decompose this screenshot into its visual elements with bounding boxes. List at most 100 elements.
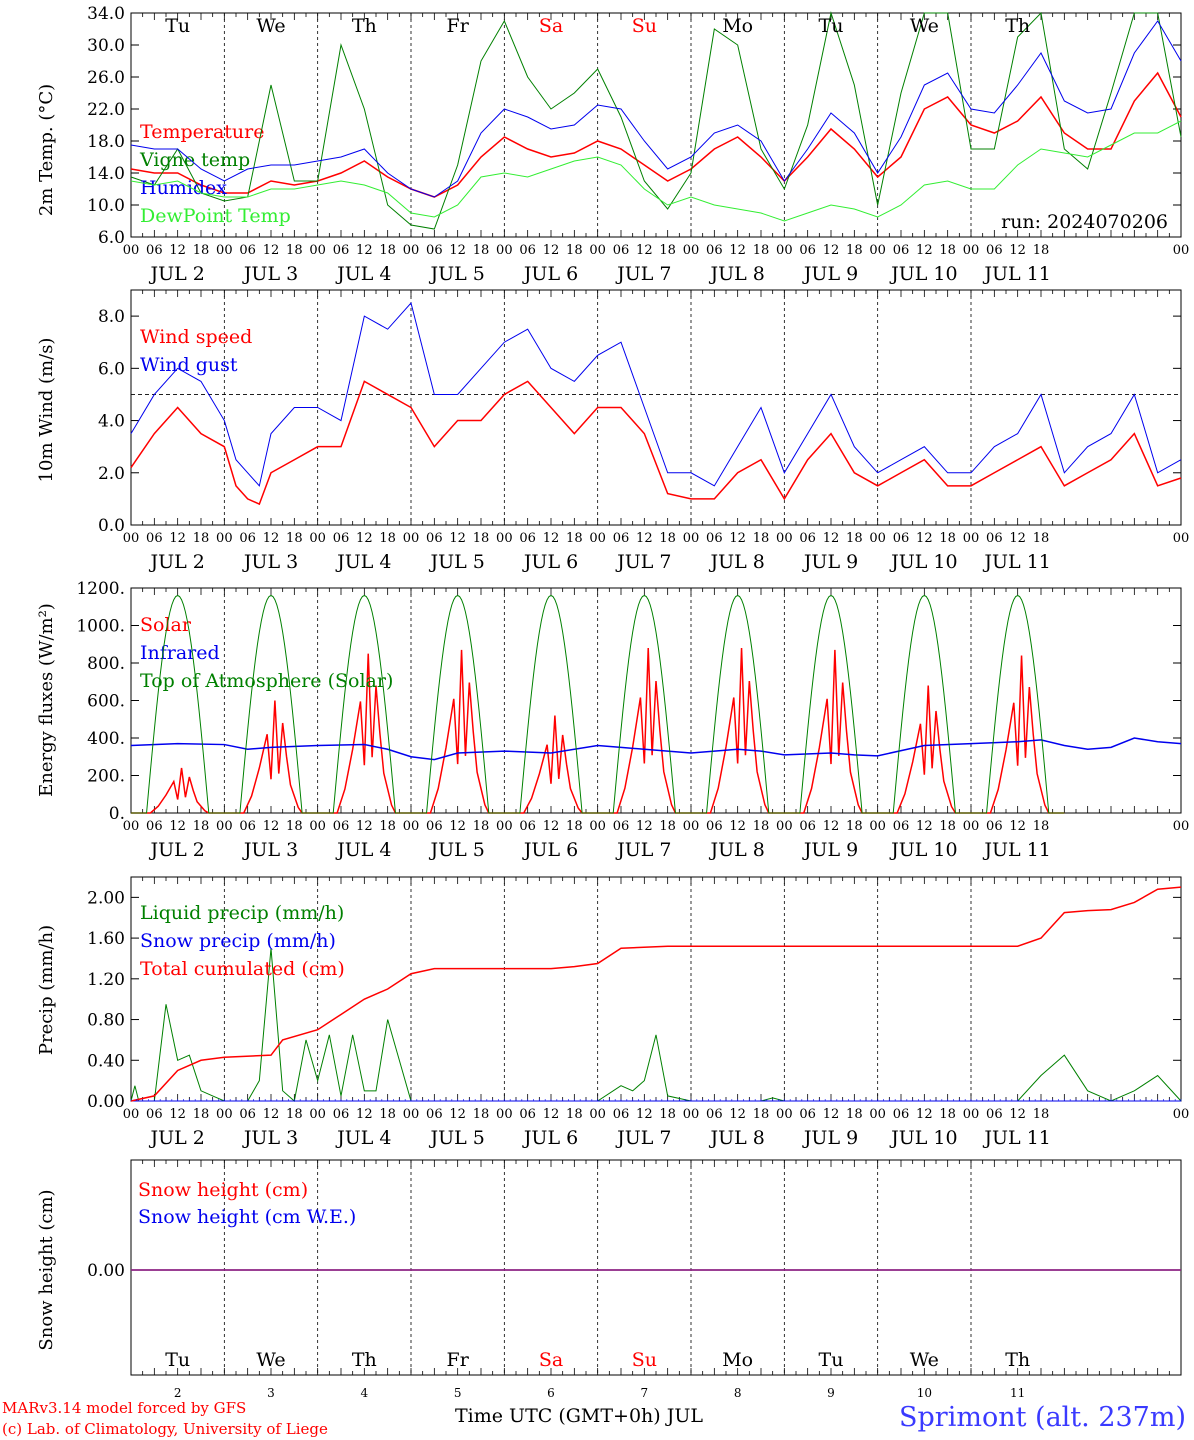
weekday-label: Th (1005, 15, 1030, 37)
run-label: run: 2024070206 (1001, 211, 1168, 233)
hour-tick-label: 00 (403, 531, 420, 546)
hour-tick-label: 12 (636, 1107, 653, 1122)
hour-tick-label: 12 (169, 1107, 186, 1122)
hour-tick-label: 00 (1173, 1107, 1190, 1122)
hour-tick-label: 06 (333, 243, 350, 258)
weekday-label: We (910, 15, 939, 37)
panel-5: 0.00 Snow height (cm) Snow height (cm) Snow… (36, 1159, 1182, 1400)
hour-tick-label: 18 (939, 531, 956, 546)
date-label: JUL 11 (982, 839, 1050, 861)
hour-tick-label: 12 (263, 243, 280, 258)
hour-tick-label: 18 (566, 819, 583, 834)
hour-tick-label: 00 (309, 819, 326, 834)
day-number-label: 5 (454, 1386, 462, 1400)
hour-tick-label: 00 (123, 1107, 140, 1122)
hour-tick-label: 00 (869, 1107, 886, 1122)
hour-tick-label: 06 (146, 531, 163, 546)
hour-tick-label: 12 (263, 819, 280, 834)
hour-tick-label: 06 (519, 1107, 536, 1122)
hour-tick-label: 18 (473, 531, 490, 546)
legend-wind-speed: Wind speed (140, 326, 252, 348)
date-label: JUL 5 (428, 1127, 484, 1149)
weekday-label: Fr (447, 15, 470, 37)
hour-tick-label: 12 (543, 243, 560, 258)
hour-tick-label: 06 (799, 243, 816, 258)
day-number-label: 3 (267, 1386, 275, 1400)
hour-tick-label: 12 (916, 531, 933, 546)
hour-tick-label: 12 (823, 819, 840, 834)
hour-tick-label: 18 (286, 531, 303, 546)
hour-tick-label: 06 (893, 531, 910, 546)
legend-top-of-atmosphere-solar-: Top of Atmosphere (Solar) (140, 670, 393, 692)
date-label: JUL 11 (982, 1127, 1050, 1149)
hour-tick-label: 18 (566, 243, 583, 258)
weekday-label: Th (352, 1349, 377, 1371)
date-label: JUL 6 (522, 1127, 578, 1149)
panel-3: 0. 200. 400. 600. 800. 1000. 1200. Energy fluxe… (36, 579, 1189, 861)
y-axis-label: Precip (mm/h) (36, 925, 57, 1055)
hour-tick-label: 06 (799, 1107, 816, 1122)
hour-tick-label: 00 (963, 1107, 980, 1122)
y-axis-label: Snow height (cm) (36, 1189, 57, 1350)
hour-tick-label: 18 (659, 1107, 676, 1122)
y-tick-label: 2.0 (98, 464, 125, 484)
hour-tick-label: 12 (1009, 243, 1026, 258)
plot-frame (130, 289, 1182, 526)
y-tick-label: 26.0 (87, 68, 125, 88)
y-tick-label: 0.0 (98, 516, 125, 536)
hour-tick-label: 18 (193, 1107, 210, 1122)
weekday-label: Th (1005, 1349, 1030, 1371)
hour-tick-label: 12 (823, 243, 840, 258)
hour-tick-label: 06 (426, 819, 443, 834)
date-label: JUL 2 (148, 1127, 204, 1149)
plot-frame (130, 12, 1182, 238)
date-label: JUL 6 (522, 839, 578, 861)
hour-tick-label: 06 (426, 531, 443, 546)
date-label: JUL 11 (982, 551, 1050, 573)
panel-1: 6.0 10.0 14.0 18.0 22.0 26.0 30.0 34.0 2m Temp. … (36, 4, 1189, 285)
hour-tick-label: 12 (263, 531, 280, 546)
date-label: JUL 7 (615, 551, 671, 573)
hour-tick-label: 00 (963, 819, 980, 834)
y-tick-label: 0.40 (87, 1051, 125, 1071)
hour-tick-label: 06 (613, 531, 630, 546)
y-tick-label: 18.0 (87, 132, 125, 152)
series-line-infrared (130, 737, 1182, 761)
hour-tick-label: 00 (776, 531, 793, 546)
hour-tick-label: 12 (543, 531, 560, 546)
weekday-label: Tu (165, 1349, 190, 1371)
hour-tick-label: 12 (1009, 819, 1026, 834)
date-label: JUL 8 (708, 263, 764, 285)
legend-infrared: Infrared (140, 642, 220, 664)
series-line-wind-gust (130, 302, 1182, 487)
date-label: JUL 10 (889, 839, 957, 861)
y-axis-label: Energy fluxes (W/m²) (36, 603, 57, 797)
date-label: JUL 3 (242, 1127, 298, 1149)
hour-tick-label: 00 (216, 243, 233, 258)
hour-tick-label: 18 (846, 819, 863, 834)
day-number-label: 8 (734, 1386, 742, 1400)
hour-tick-label: 06 (799, 819, 816, 834)
hour-tick-label: 18 (473, 819, 490, 834)
weekday-label: Tu (819, 1349, 844, 1371)
date-label: JUL 5 (428, 263, 484, 285)
hour-tick-label: 12 (263, 1107, 280, 1122)
hour-tick-label: 00 (963, 531, 980, 546)
legend-snow-height-cm-: Snow height (cm) (138, 1179, 308, 1201)
hour-tick-label: 00 (123, 531, 140, 546)
hour-tick-label: 18 (939, 1107, 956, 1122)
hour-tick-label: 12 (636, 243, 653, 258)
series-line-dewpoint-temp (130, 120, 1182, 222)
hour-tick-label: 12 (169, 819, 186, 834)
hour-tick-label: 06 (333, 531, 350, 546)
y-tick-label: 1.60 (87, 929, 125, 949)
hour-tick-label: 18 (939, 243, 956, 258)
date-label: JUL 4 (335, 839, 391, 861)
legend-snow-height-cm-w-e-: Snow height (cm W.E.) (138, 1206, 356, 1228)
date-label: JUL 10 (889, 551, 957, 573)
y-tick-label: 0. (109, 804, 125, 824)
hour-tick-label: 18 (753, 243, 770, 258)
hour-tick-label: 00 (403, 1107, 420, 1122)
date-label: JUL 2 (148, 551, 204, 573)
hour-tick-label: 12 (449, 819, 466, 834)
